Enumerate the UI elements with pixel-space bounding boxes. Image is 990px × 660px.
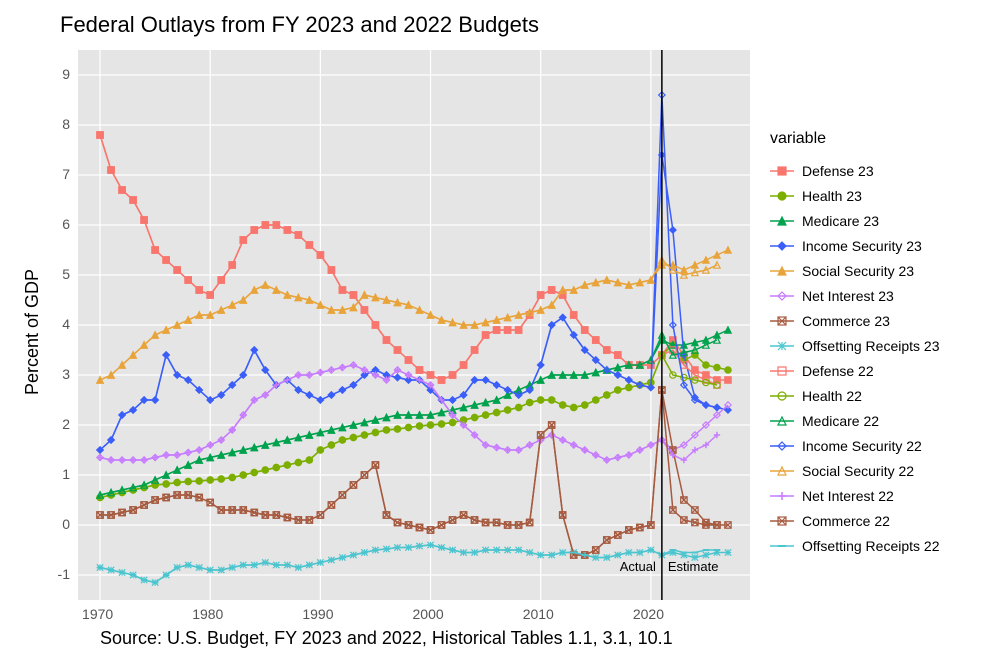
legend-item: Commerce 22 bbox=[770, 508, 939, 533]
x-tick: 2020 bbox=[633, 606, 664, 622]
y-tick: 5 bbox=[62, 266, 70, 282]
plot-area: Actual Estimate bbox=[78, 50, 750, 600]
legend-item: Social Security 23 bbox=[770, 258, 939, 283]
legend-swatch bbox=[770, 312, 794, 330]
legend-swatch bbox=[770, 162, 794, 180]
legend-swatch bbox=[770, 537, 794, 555]
legend-swatch bbox=[770, 412, 794, 430]
y-axis-label: Percent of GDP bbox=[22, 269, 43, 395]
y-tick: 4 bbox=[62, 316, 70, 332]
legend-label: Income Security 22 bbox=[802, 438, 922, 454]
source-line: Source: U.S. Budget, FY 2023 and 2022, H… bbox=[100, 628, 673, 649]
legend-item: Income Security 22 bbox=[770, 433, 939, 458]
legend-swatch bbox=[770, 237, 794, 255]
legend-swatch bbox=[770, 187, 794, 205]
legend-label: Commerce 23 bbox=[802, 313, 890, 329]
legend-item: Social Security 22 bbox=[770, 458, 939, 483]
y-tick: 9 bbox=[62, 66, 70, 82]
svg-text:Estimate: Estimate bbox=[668, 559, 719, 574]
y-tick: 6 bbox=[62, 216, 70, 232]
legend-title: variable bbox=[770, 130, 826, 148]
plot-svg: Actual Estimate bbox=[78, 50, 750, 600]
x-tick: 1970 bbox=[82, 606, 113, 622]
legend-label: Net Interest 23 bbox=[802, 288, 894, 304]
legend-swatch bbox=[770, 512, 794, 530]
chart-title: Federal Outlays from FY 2023 and 2022 Bu… bbox=[60, 12, 539, 38]
legend-swatch bbox=[770, 287, 794, 305]
x-tick: 1980 bbox=[192, 606, 223, 622]
legend-label: Offsetting Receipts 23 bbox=[802, 338, 939, 354]
legend-item: Medicare 23 bbox=[770, 208, 939, 233]
y-tick: 7 bbox=[62, 166, 70, 182]
y-tick: 0 bbox=[62, 516, 70, 532]
y-tick: -1 bbox=[58, 566, 70, 582]
y-tick: 1 bbox=[62, 466, 70, 482]
legend-item: Health 23 bbox=[770, 183, 939, 208]
legend-label: Medicare 22 bbox=[802, 413, 879, 429]
chart-root: Federal Outlays from FY 2023 and 2022 Bu… bbox=[0, 0, 990, 660]
legend-label: Commerce 22 bbox=[802, 513, 890, 529]
legend-swatch bbox=[770, 212, 794, 230]
y-tick: 8 bbox=[62, 116, 70, 132]
legend-item: Defense 22 bbox=[770, 358, 939, 383]
legend-swatch bbox=[770, 262, 794, 280]
legend-label: Defense 22 bbox=[802, 363, 874, 379]
legend-item: Net Interest 23 bbox=[770, 283, 939, 308]
legend-label: Income Security 23 bbox=[802, 238, 922, 254]
legend-label: Social Security 22 bbox=[802, 463, 914, 479]
legend-item: Income Security 23 bbox=[770, 233, 939, 258]
legend-label: Health 22 bbox=[802, 388, 862, 404]
legend-item: Medicare 22 bbox=[770, 408, 939, 433]
legend-item: Offsetting Receipts 22 bbox=[770, 533, 939, 558]
svg-text:Actual: Actual bbox=[620, 559, 656, 574]
legend: Defense 23 Health 23 Medicare 23 Income Sec… bbox=[770, 158, 939, 558]
legend-swatch bbox=[770, 387, 794, 405]
legend-swatch bbox=[770, 437, 794, 455]
legend-swatch bbox=[770, 362, 794, 380]
legend-swatch bbox=[770, 462, 794, 480]
legend-item: Offsetting Receipts 23 bbox=[770, 333, 939, 358]
x-tick: 2000 bbox=[413, 606, 444, 622]
x-tick: 1990 bbox=[302, 606, 333, 622]
y-tick: 3 bbox=[62, 366, 70, 382]
x-tick: 2010 bbox=[523, 606, 554, 622]
legend-label: Health 23 bbox=[802, 188, 862, 204]
y-tick: 2 bbox=[62, 416, 70, 432]
legend-item: Commerce 23 bbox=[770, 308, 939, 333]
legend-label: Social Security 23 bbox=[802, 263, 914, 279]
legend-swatch bbox=[770, 487, 794, 505]
legend-item: Defense 23 bbox=[770, 158, 939, 183]
legend-label: Medicare 23 bbox=[802, 213, 879, 229]
legend-label: Defense 23 bbox=[802, 163, 874, 179]
legend-item: Net Interest 22 bbox=[770, 483, 939, 508]
legend-swatch bbox=[770, 337, 794, 355]
legend-label: Offsetting Receipts 22 bbox=[802, 538, 939, 554]
legend-label: Net Interest 22 bbox=[802, 488, 894, 504]
legend-item: Health 22 bbox=[770, 383, 939, 408]
